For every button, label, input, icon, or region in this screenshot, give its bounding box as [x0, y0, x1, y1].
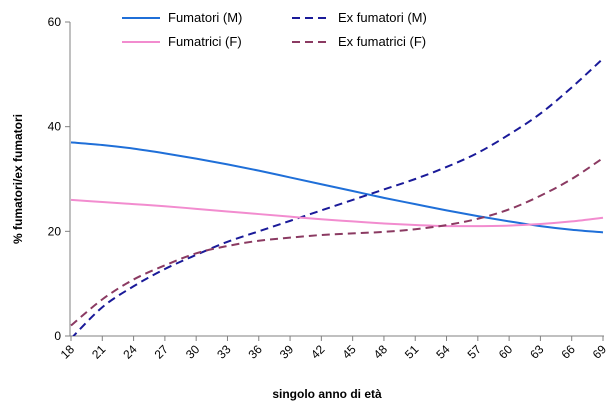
y-axis-title: % fumatori/ex fumatori — [11, 114, 25, 244]
legend-label: Fumatori (M) — [168, 10, 242, 25]
x-tick-label: 63 — [527, 342, 547, 362]
x-tick-label: 18 — [58, 342, 78, 362]
series-line-3 — [70, 198, 604, 228]
legend-label: Ex fumatrici (F) — [338, 34, 426, 49]
legend-label: Fumatrici (F) — [168, 34, 242, 49]
x-tick-label: 42 — [308, 342, 328, 362]
series-line-2 — [72, 57, 604, 336]
x-tick-label: 33 — [214, 342, 234, 362]
series-line-4 — [70, 157, 604, 327]
x-tick-label: 51 — [402, 342, 422, 362]
x-tick-label: 57 — [465, 342, 485, 362]
x-tick-label: 54 — [433, 342, 453, 362]
y-tick-label: 0 — [54, 329, 61, 343]
x-tick-label: 30 — [183, 342, 203, 362]
x-tick-label: 66 — [558, 342, 578, 362]
x-tick-label: 21 — [89, 342, 109, 362]
x-tick-label: 39 — [277, 342, 297, 362]
x-tick-label: 27 — [152, 342, 172, 362]
x-tick-label: 60 — [496, 342, 516, 362]
y-tick-label: 40 — [48, 120, 62, 134]
legend: Fumatori (M) Ex fumatori (M) Fumatrici (F)… — [122, 10, 427, 49]
x-tick-label: 45 — [339, 342, 359, 362]
series-line-1 — [70, 141, 604, 234]
x-tick-label: 36 — [246, 342, 266, 362]
plot-area: 0 20 40 60 18 21 24 27 30 33 36 39 42 45 48 51 54 57 60 63 6… — [48, 15, 606, 362]
x-tick-label: 24 — [120, 342, 140, 362]
x-tick-label: 69 — [590, 342, 606, 362]
y-tick-label: 60 — [48, 15, 62, 29]
x-tick-label: 48 — [371, 342, 391, 362]
series-lines — [70, 57, 604, 336]
x-axis-title: singolo anno di età — [272, 387, 382, 401]
axis-ticks: 0 20 40 60 18 21 24 27 30 33 36 39 42 45 48 51 54 57 60 63 6… — [48, 15, 606, 362]
legend-label: Ex fumatori (M) — [338, 10, 427, 25]
y-tick-label: 20 — [48, 224, 62, 238]
